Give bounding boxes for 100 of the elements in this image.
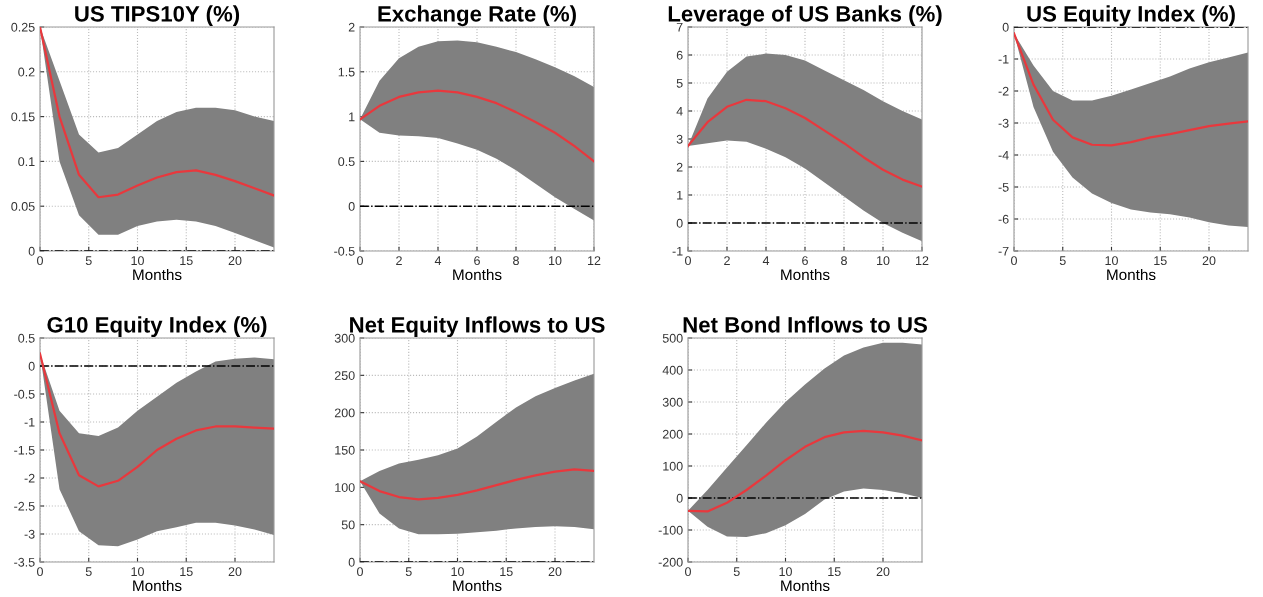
x-axis-title: Months <box>1107 268 1156 281</box>
x-tick-label: 15 <box>180 567 193 577</box>
chart-title: US Equity Index (%) <box>1027 5 1235 27</box>
chart-title: US TIPS10Y (%) <box>75 5 240 27</box>
x-tick-label: 20 <box>548 567 562 577</box>
x-tick-label: 0 <box>357 567 363 577</box>
x-tick-label: 10 <box>779 567 792 577</box>
y-tick-label: 0.5 <box>338 157 355 167</box>
x-tick-label: 0 <box>685 256 691 266</box>
line-series <box>360 89 594 163</box>
y-tick-label: 1.5 <box>338 67 355 77</box>
x-tick-label: 10 <box>1105 256 1118 266</box>
x-tick-label: 20 <box>1202 256 1216 266</box>
y-tick-label: 200 <box>662 429 683 439</box>
x-tick-label: 0 <box>1011 256 1017 266</box>
x-tick-label: 10 <box>131 567 144 577</box>
y-tick-label: 0 <box>348 557 355 567</box>
y-tick-label: 1 <box>349 112 355 122</box>
x-axis-title: Months <box>133 579 182 592</box>
chart-title: Net Bond Inflows to US <box>683 316 927 333</box>
y-tick-label: -3 <box>24 529 35 539</box>
y-tick-label: 250 <box>334 371 355 380</box>
y-tick-label: 400 <box>662 365 683 375</box>
y-tick-label: 0.15 <box>11 112 35 122</box>
x-axis-title: Months <box>781 268 830 281</box>
y-tick-label: -4 <box>998 150 1009 160</box>
y-tick-label: -1 <box>998 54 1009 64</box>
y-tick-label: -1.5 <box>14 445 35 455</box>
x-axis-title: Months <box>133 268 182 281</box>
x-tick-label: 15 <box>1154 256 1167 266</box>
x-tick-label: 0 <box>37 567 43 577</box>
y-tick-label: 2 <box>676 162 683 172</box>
y-tick-label: -200 <box>658 557 683 567</box>
y-tick-label: 50 <box>341 520 355 530</box>
y-tick-label: 4 <box>676 106 683 116</box>
y-tick-label: 6 <box>676 50 683 60</box>
y-tick-label: -1 <box>24 417 35 427</box>
x-tick-label: 12 <box>588 256 601 265</box>
x-tick-label: 10 <box>549 256 562 266</box>
y-tick-label: 3 <box>676 134 683 144</box>
y-tick-label: -0.5 <box>14 389 35 399</box>
line-series <box>688 98 922 188</box>
x-tick-label: 5 <box>85 567 92 577</box>
x-axis-title: Months <box>453 579 502 592</box>
y-tick-label: 200 <box>334 408 355 418</box>
x-tick-label: 5 <box>405 567 412 577</box>
x-tick-label: 10 <box>451 567 464 577</box>
line-series <box>1014 32 1248 147</box>
y-tick-label: 100 <box>663 461 683 471</box>
y-tick-label: -3.5 <box>14 557 35 567</box>
y-tick-label: 0 <box>676 493 683 503</box>
x-tick-label: 8 <box>513 256 519 266</box>
x-tick-label: 2 <box>396 256 402 265</box>
y-tick-label: -0.5 <box>334 246 355 256</box>
y-tick-label: 0 <box>676 218 683 228</box>
y-tick-label: -3 <box>998 118 1009 128</box>
y-tick-label: 5 <box>676 78 683 88</box>
x-tick-label: 6 <box>802 256 808 266</box>
y-tick-label: -7 <box>998 246 1009 256</box>
x-tick-label: 0 <box>37 256 43 266</box>
x-tick-label: 10 <box>877 256 890 266</box>
y-tick-label: 300 <box>662 397 683 407</box>
line-series <box>40 352 274 488</box>
chart-title: Exchange Rate (%) <box>378 5 576 27</box>
x-tick-label: 20 <box>228 256 242 266</box>
x-tick-label: 0 <box>685 567 691 577</box>
line-series <box>688 429 922 513</box>
y-tick-label: 0 <box>28 246 35 256</box>
y-tick-label: 0 <box>28 361 35 371</box>
x-tick-label: 8 <box>841 256 847 266</box>
y-tick-label: 0.25 <box>11 22 35 32</box>
x-tick-label: 0 <box>357 256 363 266</box>
x-tick-label: 4 <box>762 256 770 265</box>
chart-title: G10 Equity Index (%) <box>47 316 267 338</box>
x-tick-label: 6 <box>474 256 480 266</box>
x-axis-title: Months <box>453 268 502 281</box>
x-tick-label: 15 <box>828 567 841 577</box>
y-tick-label: 2 <box>348 22 355 32</box>
y-tick-label: -100 <box>658 525 683 535</box>
x-tick-label: 15 <box>180 256 193 266</box>
y-tick-label: -5 <box>998 182 1009 192</box>
x-tick-label: 12 <box>916 256 929 265</box>
y-tick-label: 1 <box>677 190 683 200</box>
x-tick-label: 15 <box>500 567 513 577</box>
y-tick-label: 100 <box>335 483 355 492</box>
y-tick-label: -2 <box>24 473 35 483</box>
x-axis-title: Months <box>781 579 830 592</box>
y-tick-label: -1 <box>672 246 683 256</box>
y-tick-label: 150 <box>335 445 355 455</box>
y-tick-label: -2 <box>998 86 1009 96</box>
line-series <box>360 468 594 501</box>
x-tick-label: 20 <box>876 567 890 577</box>
x-tick-label: 4 <box>434 256 442 265</box>
y-tick-label: 0.2 <box>18 67 35 77</box>
x-tick-label: 10 <box>131 256 144 266</box>
y-tick-label: 0 <box>1002 22 1009 32</box>
y-tick-label: 0.5 <box>18 333 35 343</box>
y-tick-label: 0.1 <box>18 157 35 167</box>
x-tick-label: 5 <box>85 256 92 266</box>
x-tick-label: 5 <box>1059 256 1066 266</box>
